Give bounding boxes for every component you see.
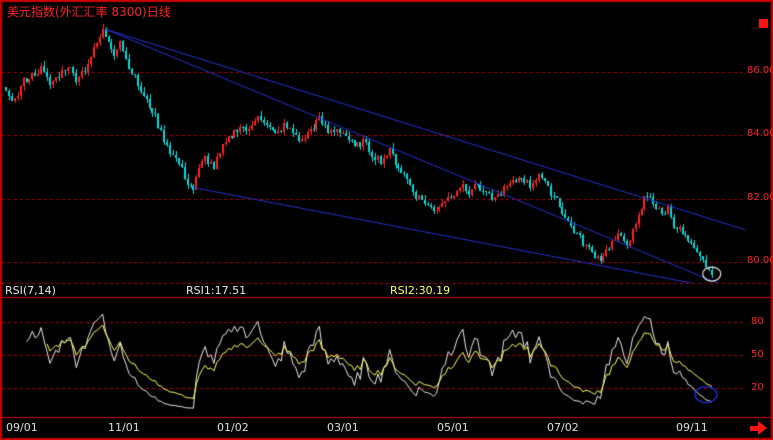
chart-title: 美元指数(外汇汇率 8300)日线 xyxy=(7,5,171,19)
arrow-head xyxy=(758,421,767,435)
price-axis-label: 82.00 xyxy=(747,192,773,203)
arrow-bar xyxy=(750,425,758,431)
x-axis-label: 07/02 xyxy=(547,421,579,434)
price-axis-label: 86.00 xyxy=(747,65,773,76)
x-axis-label: 09/11 xyxy=(676,421,708,434)
x-axis-label: 01/02 xyxy=(217,421,249,434)
rsi-indicator-label[interactable]: RSI(7,14) xyxy=(5,284,56,297)
price-axis-label: 80.00 xyxy=(747,255,773,266)
price-axis-label: 84.00 xyxy=(747,128,773,139)
x-axis-label: 11/01 xyxy=(108,421,140,434)
rsi1-value-label: RSI1:17.51 xyxy=(186,284,247,297)
x-axis-label: 05/01 xyxy=(437,421,469,434)
rsi-axis-label: 80 xyxy=(751,316,764,327)
rsi-axis-label: 50 xyxy=(751,349,764,360)
rsi2-value-label: RSI2:30.19 xyxy=(390,284,451,297)
rsi-axis-label: 20 xyxy=(751,382,764,393)
x-axis-label: 09/01 xyxy=(6,421,38,434)
scroll-right-arrow-icon[interactable] xyxy=(750,421,767,435)
x-axis-label: 03/01 xyxy=(327,421,359,434)
marker-square-icon[interactable] xyxy=(759,19,768,28)
